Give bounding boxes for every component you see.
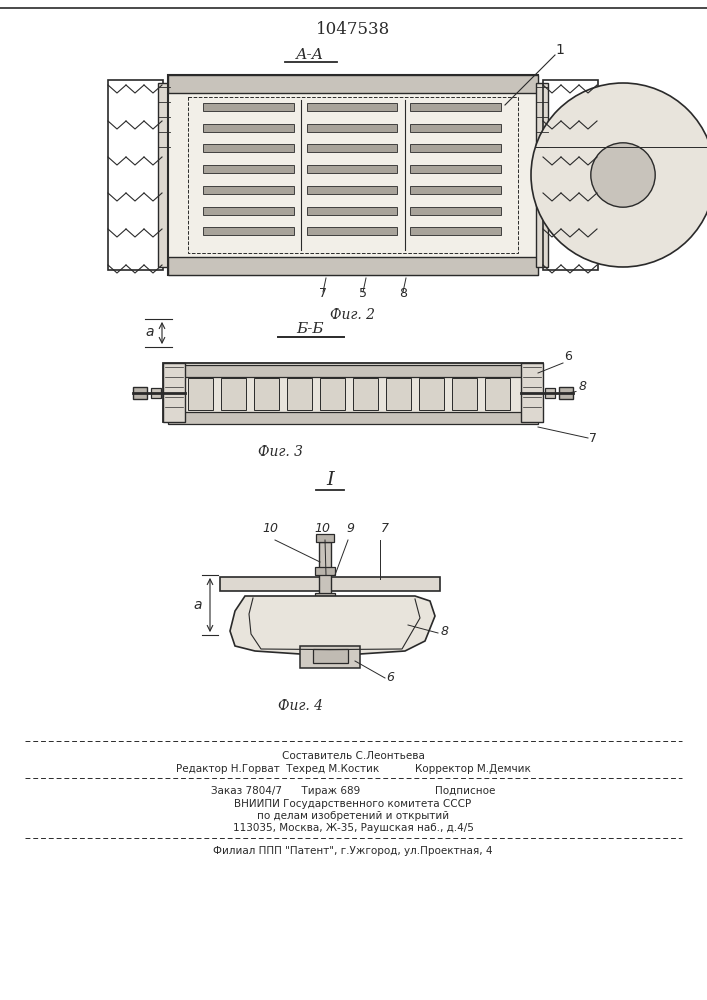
Text: 10: 10: [314, 522, 330, 535]
Bar: [315, 567, 335, 575]
Text: Фиг. 3: Фиг. 3: [257, 445, 303, 459]
Bar: [307, 207, 397, 215]
Bar: [188, 378, 213, 410]
Text: Фиг. 2: Фиг. 2: [330, 308, 375, 322]
Text: 8: 8: [441, 625, 449, 638]
Bar: [158, 83, 170, 267]
Bar: [353, 378, 378, 410]
Text: Составитель С.Леонтьева: Составитель С.Леонтьева: [281, 751, 424, 761]
Bar: [220, 577, 440, 591]
Circle shape: [531, 83, 707, 267]
Bar: [410, 124, 501, 132]
Bar: [543, 80, 598, 270]
Bar: [410, 144, 501, 152]
Bar: [307, 186, 397, 194]
Bar: [221, 378, 246, 410]
Bar: [386, 378, 411, 410]
Text: 6: 6: [386, 671, 394, 684]
Bar: [319, 542, 331, 651]
Bar: [300, 646, 360, 668]
Bar: [485, 378, 510, 410]
Bar: [419, 378, 444, 410]
Bar: [163, 363, 185, 422]
Bar: [410, 186, 501, 194]
Bar: [203, 103, 294, 111]
Bar: [312, 649, 348, 663]
Text: Редактор Н.Горват  Техред М.Костик           Корректор М.Демчик: Редактор Н.Горват Техред М.Костик Коррек…: [175, 764, 530, 774]
Bar: [203, 186, 294, 194]
Bar: [108, 80, 163, 270]
Circle shape: [591, 143, 655, 207]
Text: по делам изобретений и открытий: по делам изобретений и открытий: [257, 811, 449, 821]
Bar: [410, 227, 501, 235]
Bar: [307, 165, 397, 173]
Bar: [168, 75, 538, 93]
Text: Заказ 7804/7      Тираж 689                       Подписное: Заказ 7804/7 Тираж 689 Подписное: [211, 786, 495, 796]
Text: а: а: [146, 325, 154, 339]
Bar: [320, 378, 345, 410]
Bar: [410, 207, 501, 215]
Text: 1047538: 1047538: [316, 21, 390, 38]
Bar: [559, 386, 573, 398]
Bar: [315, 593, 335, 601]
Bar: [151, 387, 161, 397]
Bar: [168, 75, 538, 275]
Bar: [410, 103, 501, 111]
Bar: [254, 378, 279, 410]
Bar: [316, 534, 334, 542]
Text: Фиг. 4: Фиг. 4: [278, 699, 322, 713]
Bar: [545, 387, 555, 397]
Text: 10: 10: [262, 522, 278, 535]
Text: 113035, Москва, Ж-35, Раушская наб., д.4/5: 113035, Москва, Ж-35, Раушская наб., д.4…: [233, 823, 474, 833]
Bar: [133, 386, 147, 398]
Bar: [536, 83, 548, 267]
Text: 9: 9: [346, 522, 354, 535]
Bar: [168, 257, 538, 275]
Bar: [410, 165, 501, 173]
Bar: [307, 144, 397, 152]
Bar: [307, 227, 397, 235]
Text: Филиал ППП "Патент", г.Ужгород, ул.Проектная, 4: Филиал ППП "Патент", г.Ужгород, ул.Проек…: [214, 846, 493, 856]
Bar: [521, 363, 543, 422]
Text: 1: 1: [556, 43, 564, 57]
Text: 7: 7: [381, 522, 389, 535]
Bar: [163, 363, 543, 422]
Bar: [203, 165, 294, 173]
Bar: [452, 378, 477, 410]
Bar: [188, 97, 518, 253]
Bar: [203, 207, 294, 215]
Bar: [168, 412, 538, 424]
Text: Б-Б: Б-Б: [296, 322, 324, 336]
Bar: [203, 124, 294, 132]
Polygon shape: [230, 596, 435, 656]
Text: 8: 8: [399, 287, 407, 300]
Bar: [287, 378, 312, 410]
Text: а: а: [194, 598, 202, 612]
Text: I: I: [326, 471, 334, 489]
Bar: [307, 124, 397, 132]
Text: 6: 6: [564, 350, 572, 363]
Text: 8: 8: [579, 379, 587, 392]
Text: 5: 5: [359, 287, 367, 300]
Text: ВНИИПИ Государственного комитета СССР: ВНИИПИ Государственного комитета СССР: [235, 799, 472, 809]
Text: 7: 7: [589, 432, 597, 445]
Bar: [203, 227, 294, 235]
Text: 7: 7: [319, 287, 327, 300]
Bar: [168, 365, 538, 377]
Text: А-А: А-А: [296, 48, 324, 62]
Bar: [203, 144, 294, 152]
Bar: [307, 103, 397, 111]
